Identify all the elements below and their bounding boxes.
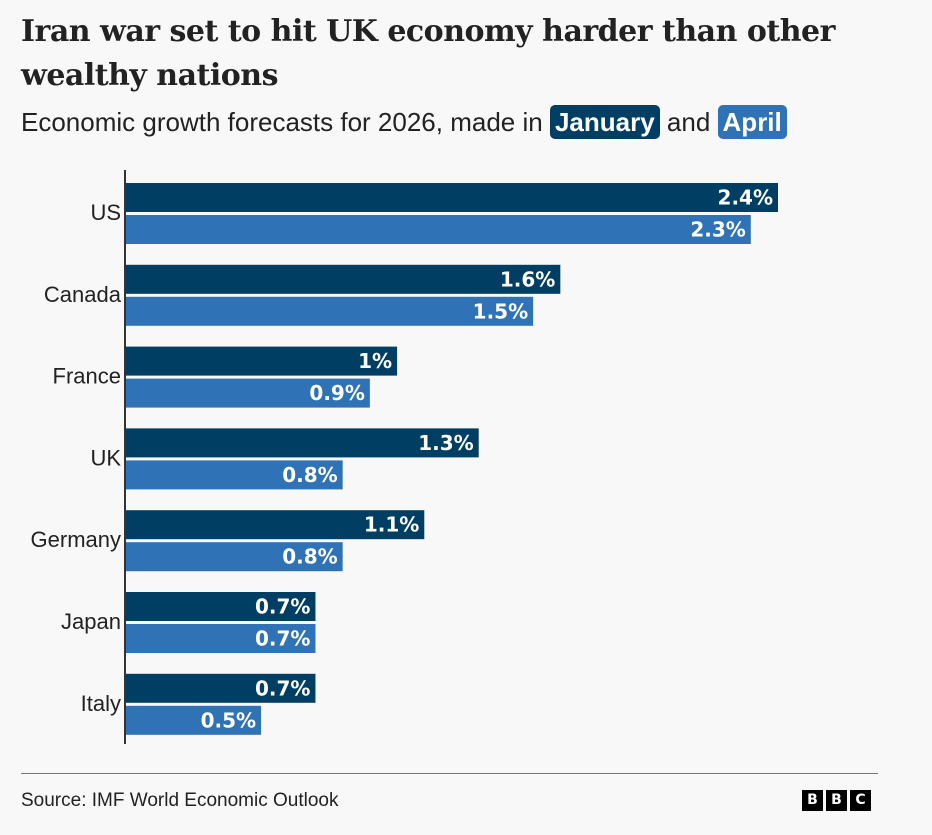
- bar-group-germany: 1.1% 0.8% Germany: [31, 510, 425, 572]
- value-label: 1%: [358, 349, 392, 373]
- category-label: Canada: [44, 282, 122, 307]
- bar-april-france: [125, 378, 370, 408]
- value-label: 0.8%: [282, 463, 337, 487]
- legend-april: April: [717, 105, 787, 139]
- value-label: 1.6%: [500, 267, 555, 291]
- category-label: Germany: [31, 527, 121, 552]
- bbc-logo-letter: B: [826, 790, 847, 811]
- bar-january-france: [125, 346, 398, 376]
- value-label: 2.3%: [690, 218, 745, 242]
- bar-chart: 2.4% 2.3% US 1.6% 1.5% Canada 1% 0.9% France 1.3%…: [31, 170, 778, 744]
- value-label: 1.1%: [364, 513, 419, 537]
- bar-january-italy: [125, 673, 316, 703]
- subtitle-text: Economic growth forecasts for 2026, made…: [21, 107, 543, 137]
- bar-group-france: 1% 0.9% France: [53, 346, 398, 408]
- legend-january: January: [549, 105, 660, 139]
- chart-title: Iran war set to hit UK economy harder th…: [21, 14, 835, 93]
- subtitle-joiner: and: [666, 107, 711, 137]
- bar-april-us: [125, 215, 751, 244]
- bar-group-italy: 0.7% 0.5% Italy: [81, 673, 316, 735]
- bar-january-japan: [125, 592, 316, 621]
- bar-group-canada: 1.6% 1.5% Canada: [44, 264, 561, 326]
- value-label: 0.7%: [255, 676, 310, 700]
- category-label: US: [90, 200, 121, 225]
- value-label: 0.7%: [255, 595, 310, 619]
- value-label: 0.8%: [282, 545, 337, 569]
- category-label: Japan: [61, 609, 121, 634]
- bar-january-germany: [125, 510, 425, 540]
- bbc-logo-letter: B: [802, 790, 823, 811]
- bar-april-japan: [125, 624, 316, 653]
- bar-january-canada: [125, 264, 561, 294]
- bar-april-canada: [125, 296, 534, 326]
- value-label: 2.4%: [718, 186, 773, 210]
- chart-subtitle: Economic growth forecasts for 2026, made…: [21, 104, 787, 140]
- bbc-logo: B B C: [802, 790, 871, 811]
- category-label: UK: [90, 445, 121, 470]
- bar-april-germany: [125, 542, 343, 572]
- category-label: France: [53, 364, 121, 389]
- bar-group-us: 2.4% 2.3% US: [90, 183, 778, 244]
- value-label: 0.5%: [201, 708, 256, 732]
- bbc-logo-letter: C: [850, 790, 871, 811]
- value-label: 1.5%: [473, 299, 528, 323]
- footer-divider: [21, 773, 878, 774]
- bar-group-uk: 1.3% 0.8% UK: [90, 428, 479, 490]
- bar-january-us: [125, 183, 778, 212]
- bar-april-uk: [125, 460, 343, 490]
- source-note: Source: IMF World Economic Outlook: [21, 790, 339, 811]
- bar-april-italy: [125, 705, 262, 735]
- bar-group-japan: 0.7% 0.7% Japan: [61, 592, 316, 653]
- bar-january-uk: [125, 428, 479, 458]
- value-label: 0.7%: [255, 627, 310, 651]
- value-label: 1.3%: [418, 431, 473, 455]
- value-label: 0.9%: [309, 381, 364, 405]
- category-label: Italy: [81, 691, 121, 716]
